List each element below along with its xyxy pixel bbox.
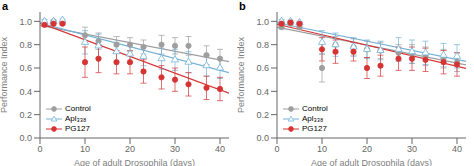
svg-text:0.0: 0.0 (256, 133, 269, 143)
svg-text:0.2: 0.2 (256, 110, 269, 120)
html-text:Control: Control (302, 104, 328, 113)
html-text:Control: Control (65, 104, 91, 113)
html-text:b: b (239, 0, 246, 12)
svg-text:0.4: 0.4 (19, 87, 32, 97)
svg-text:0.8: 0.8 (19, 40, 32, 50)
svg-text:Performance Index: Performance Index (237, 36, 246, 113)
svg-text:0.0: 0.0 (19, 133, 32, 143)
html-text:Apl₃₃₈: Apl₃₃₈ (65, 114, 87, 123)
html-text:PG127: PG127 (65, 124, 90, 133)
svg-text:0.8: 0.8 (256, 40, 269, 50)
svg-text:20: 20 (362, 144, 372, 154)
svg-text:0.2: 0.2 (19, 110, 32, 120)
svg-text:10: 10 (317, 144, 327, 154)
svg-text:30: 30 (407, 144, 417, 154)
html-text:a: a (2, 0, 9, 12)
svg-text:0.6: 0.6 (256, 63, 269, 73)
svg-text:Age of adult Drosophila (days): Age of adult Drosophila (days) (311, 158, 432, 166)
svg-text:10: 10 (80, 144, 90, 154)
svg-text:20: 20 (125, 144, 135, 154)
svg-text:1.0: 1.0 (19, 17, 32, 27)
svg-text:0.6: 0.6 (19, 63, 32, 73)
svg-text:30: 30 (170, 144, 180, 154)
svg-text:Age of adult Drosophila (days): Age of adult Drosophila (days) (74, 158, 195, 166)
svg-text:Performance Index: Performance Index (8, 36, 9, 113)
svg-text:0: 0 (274, 144, 279, 154)
svg-text:0: 0 (37, 144, 42, 154)
svg-text:40: 40 (452, 144, 462, 154)
svg-text:0.4: 0.4 (256, 87, 269, 97)
html-text:Apl₃₃₈: Apl₃₃₈ (302, 114, 324, 123)
svg-text:40: 40 (215, 144, 225, 154)
html-text:PG127: PG127 (302, 124, 327, 133)
svg-text:1.0: 1.0 (256, 17, 269, 27)
